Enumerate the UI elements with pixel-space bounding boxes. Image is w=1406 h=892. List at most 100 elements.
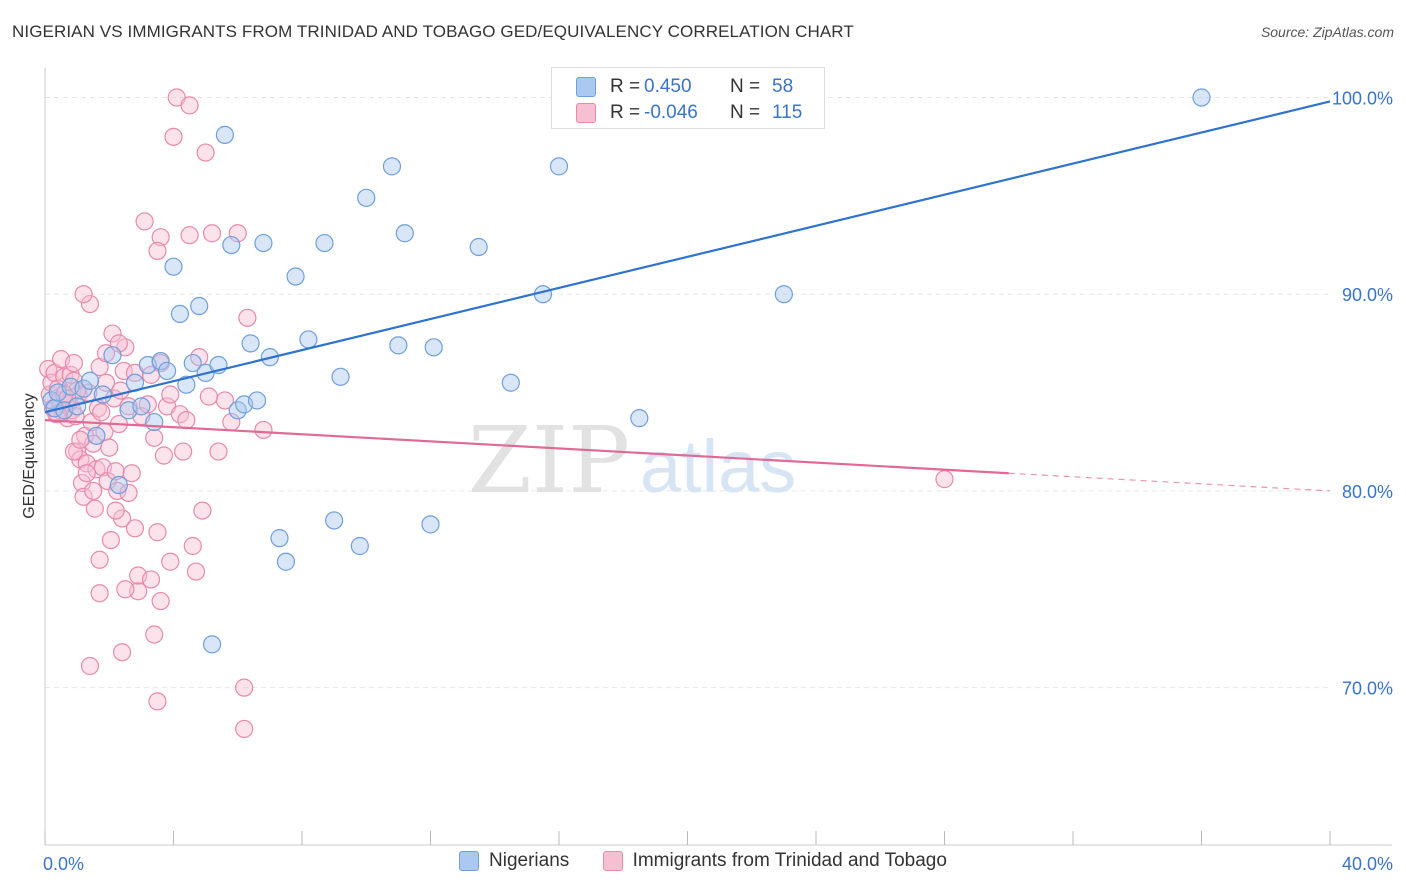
x-tick-label: 0.0% xyxy=(43,854,84,874)
y-tick-label: 90.0% xyxy=(1342,285,1393,305)
nigerian-point xyxy=(421,515,440,534)
trinidad-point xyxy=(125,519,145,538)
y-axis-label: GED/Equivalency xyxy=(21,393,38,518)
trinidad-point xyxy=(74,285,93,304)
n-value: 115 xyxy=(772,102,803,123)
stats-row-nigerians: R = 0.450 N = 58 xyxy=(576,74,793,100)
nigerian-point xyxy=(630,409,649,428)
trinidad-point xyxy=(161,552,180,571)
trend-line-nigerians xyxy=(44,100,1331,414)
trinidad-point xyxy=(199,387,218,406)
trinidad-point xyxy=(935,470,954,489)
data-points xyxy=(39,88,1211,739)
nigerian-point xyxy=(177,375,196,394)
trinidad-point xyxy=(254,420,273,440)
trinidad-point xyxy=(77,464,96,483)
trinidad-point xyxy=(235,678,254,697)
nigerian-point xyxy=(270,529,289,548)
trinidad-point xyxy=(164,127,183,146)
nigerian-point xyxy=(501,373,520,392)
trinidad-point xyxy=(119,397,138,416)
trinidad-point xyxy=(112,643,132,662)
trinidad-point xyxy=(177,411,196,430)
nigerian-point xyxy=(87,426,106,445)
stats-box: R = 0.450 N = 58 R = -0.046 N = 115 xyxy=(551,67,825,129)
trinidad-point xyxy=(174,442,193,461)
nigerian-point xyxy=(151,351,170,371)
source-label: Source: ZipAtlas.com xyxy=(1260,24,1394,40)
nigerian-point xyxy=(276,552,296,571)
trinidad-point xyxy=(228,224,247,243)
trinidad-point xyxy=(64,442,84,461)
y-tick-label: 80.0% xyxy=(1342,482,1393,502)
nigerian-point xyxy=(286,267,305,286)
trinidad-point xyxy=(87,460,106,479)
trinidad-point xyxy=(106,501,125,520)
nigerian-point xyxy=(241,334,260,353)
r-value: 0.450 xyxy=(644,76,692,97)
trinidad-point xyxy=(106,462,125,481)
nigerian-point xyxy=(325,511,344,530)
trinidad-point xyxy=(196,143,215,162)
trinidad-point xyxy=(80,294,100,314)
nigerian-point xyxy=(395,224,414,243)
nigerian-point xyxy=(299,330,318,349)
trinidad-point xyxy=(116,580,135,599)
nigerian-point xyxy=(469,237,488,257)
n-label: N = xyxy=(730,76,761,97)
nigerian-point xyxy=(157,361,177,381)
trinidad-point xyxy=(80,656,100,676)
nigerian-point xyxy=(549,157,569,176)
nigerian-point xyxy=(424,338,443,357)
nigerian-point xyxy=(247,391,267,410)
nigerian-point xyxy=(331,367,350,386)
trinidad-point xyxy=(84,481,103,501)
trinidad-point xyxy=(109,334,128,353)
trinidad-point xyxy=(183,536,202,556)
legend-swatch-blue xyxy=(459,851,480,871)
trinidad-point xyxy=(154,446,173,465)
stats-swatch-pink xyxy=(576,103,596,123)
trinidad-point xyxy=(202,224,222,243)
trinidad-point xyxy=(100,438,119,457)
grid-lines xyxy=(45,97,1330,689)
trinidad-point xyxy=(92,403,111,422)
tick-labels: 100.0% 90.0% 80.0% 70.0% 0.0% 40.0% xyxy=(43,89,1393,874)
trinidad-point xyxy=(145,625,164,644)
trinidad-point xyxy=(96,373,116,392)
trinidad-point xyxy=(180,96,199,115)
trinidad-point xyxy=(235,719,254,739)
nigerian-point xyxy=(382,157,402,176)
legend-swatch-pink xyxy=(602,851,623,871)
trinidad-point xyxy=(90,550,109,569)
nigerian-point xyxy=(190,296,209,316)
trinidad-point xyxy=(74,487,93,506)
trinidad-point xyxy=(103,324,122,343)
trinidad-point xyxy=(138,395,157,414)
trinidad-point xyxy=(85,499,104,518)
stats-swatch-blue xyxy=(576,77,596,97)
nigerian-point xyxy=(350,536,369,556)
trinidad-point xyxy=(135,212,154,231)
axes xyxy=(44,68,1392,846)
nigerian-point xyxy=(132,397,151,416)
r-value: -0.046 xyxy=(644,102,698,123)
legend-item-trinidad[interactable]: Immigrants from Trinidad and Tobago xyxy=(602,850,947,872)
trinidad-point xyxy=(151,228,170,247)
nigerian-point xyxy=(145,412,164,432)
r-label: R = xyxy=(610,76,641,97)
trinidad-point xyxy=(122,464,141,483)
nigerian-point xyxy=(222,235,241,255)
trinidad-point xyxy=(148,523,167,542)
trinidad-point xyxy=(114,361,133,381)
legend-label: Immigrants from Trinidad and Tobago xyxy=(632,850,947,871)
trinidad-point xyxy=(151,591,170,611)
trinidad-point xyxy=(209,442,228,461)
legend-item-nigerians[interactable]: Nigerians xyxy=(459,850,569,872)
nigerian-point xyxy=(164,257,183,276)
nigerian-point xyxy=(254,233,273,253)
trinidad-point xyxy=(161,385,180,404)
trend-line-trinidad xyxy=(44,419,1009,475)
nigerian-point xyxy=(183,353,202,373)
